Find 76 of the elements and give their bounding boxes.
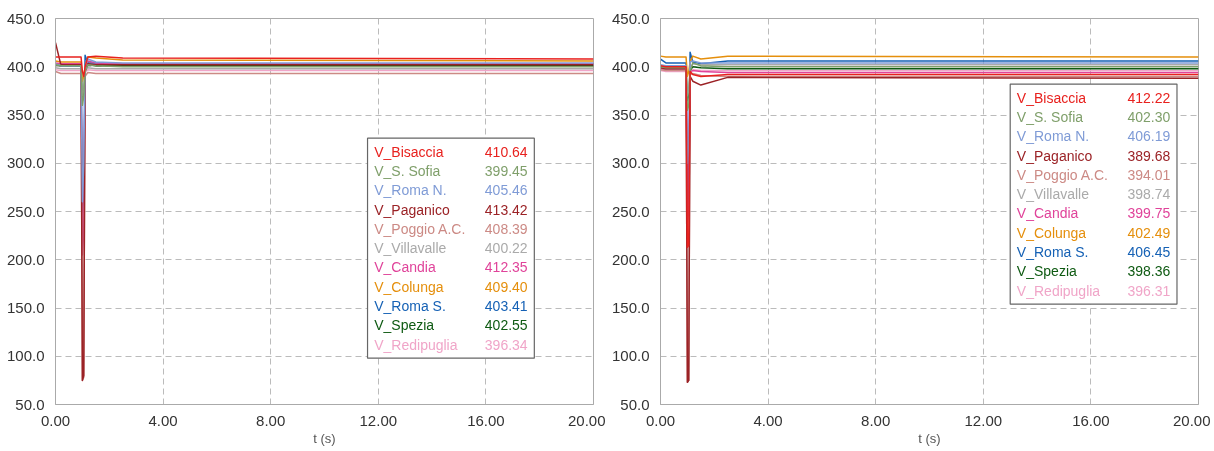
y-tick-label: 300.0 <box>611 154 650 172</box>
y-tick-label: 50.0 <box>620 395 650 413</box>
y-tick-label: 350.0 <box>611 106 650 123</box>
annotation: 406.19 <box>1127 128 1171 145</box>
annotation: 396.31 <box>1127 282 1171 299</box>
x-tick-label: 0.00 <box>40 411 71 429</box>
x-tick-label: 16.00 <box>1072 411 1110 429</box>
text: V_Villavalle <box>1016 186 1090 203</box>
x-tick-label: 4.00 <box>753 411 783 429</box>
annotation: 398.36 <box>1127 263 1171 280</box>
text: V_Paganico <box>374 201 450 218</box>
x-axis-title: t (s) <box>313 430 336 446</box>
y-tick-label: 150.0 <box>611 299 650 316</box>
annotation: 403.41 <box>484 298 528 315</box>
text: V_Poggio A.C. <box>374 220 466 237</box>
annotation: 402.49 <box>1127 224 1171 241</box>
x-tick-label: 0.00 <box>645 411 676 429</box>
y-tick-label: 200.0 <box>6 250 45 268</box>
text: V_Roma N. <box>1016 128 1090 145</box>
text: V_Paganico <box>1016 147 1093 164</box>
annotation: 409.40 <box>484 278 528 295</box>
x-tick-label: 20.00 <box>1172 411 1211 429</box>
text: V_Roma N. <box>374 182 447 199</box>
y-tick-label: 200.0 <box>611 250 650 268</box>
text: V_Colunga <box>1016 224 1087 241</box>
annotation: 402.30 <box>1127 108 1171 125</box>
text: V_Poggio A.C. <box>1016 166 1108 183</box>
text: V_S. Sofia <box>1016 108 1084 125</box>
annotation: 412.22 <box>1127 89 1171 106</box>
text: V_Candia <box>374 259 436 276</box>
y-tick-label: 250.0 <box>6 202 45 220</box>
x-tick-label: 4.00 <box>148 411 178 429</box>
annotation: 412.35 <box>484 259 528 276</box>
text: V_Colunga <box>374 278 444 295</box>
text: V_Spezia <box>1016 263 1078 280</box>
x-tick-label: 8.00 <box>256 411 286 429</box>
annotation: 402.55 <box>484 317 528 334</box>
annotation: 405.46 <box>484 182 528 199</box>
x-tick-label: 20.00 <box>567 411 606 429</box>
annotation: 396.34 <box>484 336 528 353</box>
annotation: 389.68 <box>1127 147 1171 164</box>
text: V_Roma S. <box>1016 244 1089 261</box>
y-tick-label: 250.0 <box>611 202 650 220</box>
annotation: 398.74 <box>1127 186 1171 203</box>
y-tick-label: 300.0 <box>6 154 45 172</box>
annotation: 406.45 <box>1127 244 1171 261</box>
annotation: 410.64 <box>484 143 528 160</box>
y-tick-label: 100.0 <box>6 347 45 365</box>
y-tick-label: 400.0 <box>611 57 650 75</box>
x-axis-title: t (s) <box>918 430 941 446</box>
text: V_Redipuglia <box>374 336 458 353</box>
y-tick-label: 150.0 <box>6 299 45 316</box>
y-tick-label: 100.0 <box>611 347 650 365</box>
y-tick-label: 350.0 <box>6 106 45 123</box>
y-tick-label: 50.0 <box>15 395 45 413</box>
annotation: 413.42 <box>484 201 528 218</box>
y-tick-label: 450.0 <box>611 9 650 27</box>
x-tick-label: 8.00 <box>861 411 891 429</box>
text: V_S. Sofia <box>374 162 441 179</box>
y-tick-label: 450.0 <box>6 9 45 27</box>
annotation: 399.75 <box>1127 205 1171 222</box>
x-tick-label: 12.00 <box>964 411 1003 429</box>
text: V_Villavalle <box>374 240 447 257</box>
annotation: 400.22 <box>484 240 528 257</box>
text: V_Redipuglia <box>1016 282 1101 299</box>
y-tick-label: 400.0 <box>6 57 45 75</box>
annotation: 394.01 <box>1127 166 1171 183</box>
text: V_Spezia <box>374 317 435 334</box>
x-tick-label: 16.00 <box>467 411 505 429</box>
x-tick-label: 12.00 <box>359 411 398 429</box>
series-label: V_Bisaccia <box>1016 89 1087 106</box>
text: V_Bisaccia <box>374 143 444 160</box>
annotation: 408.39 <box>484 220 528 237</box>
annotation: 399.45 <box>484 162 528 179</box>
text: V_Candia <box>1016 205 1079 222</box>
text: V_Roma S. <box>374 298 446 315</box>
